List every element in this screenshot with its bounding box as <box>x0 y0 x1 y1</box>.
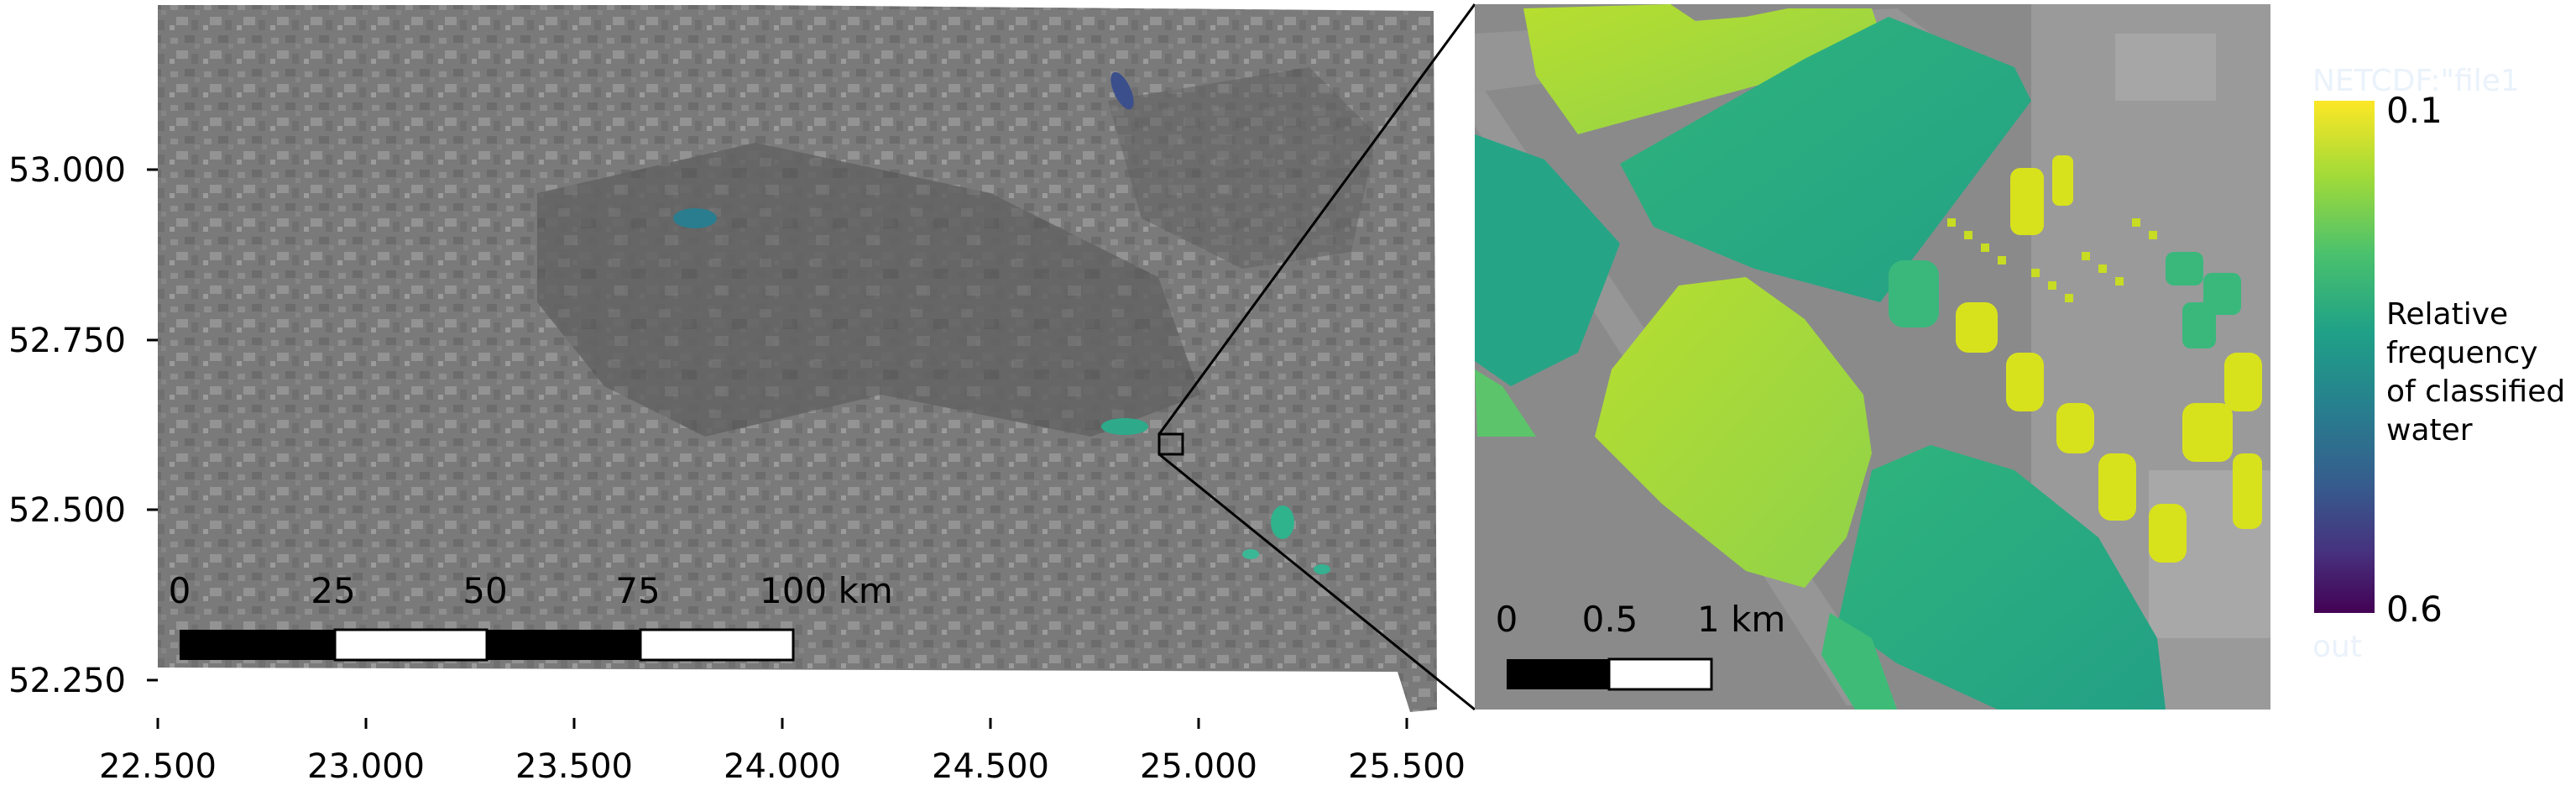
scale-label: 0 <box>169 570 191 611</box>
scale-label: 1 km <box>1697 599 1785 640</box>
y-tick-label: 52.750 <box>8 322 126 360</box>
legend: NETCDF:"file1 0.1 0.6 Relative frequency… <box>2312 64 2565 664</box>
scale-label: 50 <box>462 570 507 611</box>
x-tick-label: 25.500 <box>1348 747 1466 786</box>
x-tick-label: 24.000 <box>724 747 841 786</box>
legend-faint-label: NETCDF:"file1 <box>2312 64 2520 98</box>
y-axis: 53.000 52.750 52.500 52.250 <box>8 151 158 700</box>
x-tick-label: 25.000 <box>1140 747 1257 786</box>
scale-label: 0 <box>1496 599 1518 640</box>
scale-label: 25 <box>311 570 355 611</box>
small-water-patches <box>1956 155 2262 563</box>
field-bottom-teal <box>1838 445 2166 710</box>
lake-west <box>673 208 717 228</box>
field-bottom-strip <box>1821 613 1897 710</box>
colorbar <box>2314 101 2375 613</box>
x-tick-label: 23.000 <box>307 747 425 786</box>
legend-faint-label: out <box>2312 630 2362 664</box>
dotted-patches <box>1947 218 2157 302</box>
y-tick-label: 53.000 <box>8 151 126 190</box>
wetland-small-2 <box>1314 564 1330 574</box>
legend-bottom-value: 0.6 <box>2386 589 2443 630</box>
x-tick-label: 23.500 <box>515 747 633 786</box>
field-top-teal <box>1620 17 2031 302</box>
legend-title-line: water <box>2386 413 2473 448</box>
inset-connector-lines <box>1157 3 1476 711</box>
wetland-small <box>1242 549 1259 559</box>
detail-map: 0 0.5 1 km <box>1475 4 2270 710</box>
scale-label: 100 km <box>760 570 893 611</box>
legend-title-line: of classified <box>2386 374 2565 409</box>
legend-title-line: frequency <box>2386 336 2538 370</box>
y-tick-label: 52.250 <box>8 662 126 700</box>
legend-top-value: 0.1 <box>2386 90 2443 131</box>
legend-title-line: Relative <box>2386 297 2508 332</box>
forest-zone-east <box>1108 67 1377 269</box>
scale-label: 0.5 <box>1582 599 1638 640</box>
overview-scale-bar: 0 25 50 75 100 km <box>169 570 893 662</box>
wetland-south <box>1271 505 1294 539</box>
x-tick-label: 24.500 <box>932 747 1049 786</box>
field-center-green <box>1595 277 1872 588</box>
x-axis: 22.500 23.000 23.500 24.000 24.500 25.00… <box>99 718 1466 786</box>
detail-scale-bar: 0 0.5 1 km <box>1496 599 1785 691</box>
lake-north <box>1110 71 1134 110</box>
inset-locator-box <box>1157 432 1184 456</box>
wetland-main <box>1101 418 1148 435</box>
field-top-left <box>1523 4 1880 134</box>
small-teal-patches <box>1889 252 2241 348</box>
field-left-edge <box>1475 369 1536 437</box>
y-tick-label: 52.500 <box>8 491 126 530</box>
x-tick-label: 22.500 <box>99 747 217 786</box>
scale-label: 75 <box>615 570 660 611</box>
field-left-teal <box>1475 134 1620 386</box>
overview-map <box>158 5 1437 712</box>
